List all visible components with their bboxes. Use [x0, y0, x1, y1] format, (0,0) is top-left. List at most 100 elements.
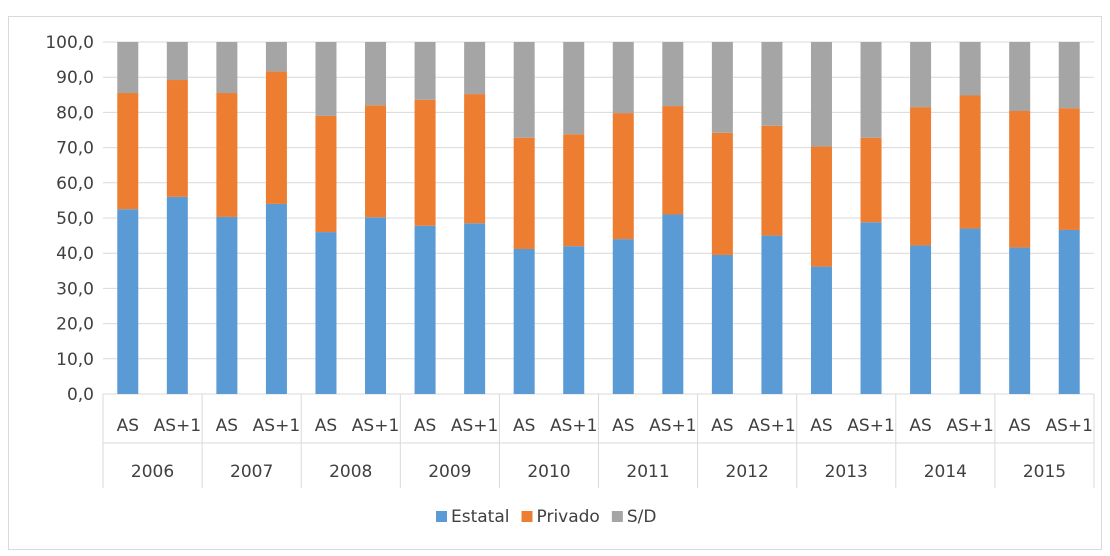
bar-segment-s-d [315, 42, 337, 116]
bar-segment-estatal [513, 248, 535, 394]
x-tick-label: AS+1 [352, 416, 399, 436]
y-tick-label: 90,0 [56, 68, 94, 88]
x-tick-label: AS+1 [154, 416, 201, 436]
x-tick-label: AS [1008, 416, 1030, 436]
x-tick-label: AS+1 [847, 416, 894, 436]
bar-segment-privado [365, 105, 387, 218]
bar-segment-estatal [166, 196, 188, 394]
bar-segment-privado [612, 113, 634, 240]
x-tick-label: AS [216, 416, 238, 436]
x-tick-label: AS [909, 416, 931, 436]
legend-swatch [436, 511, 447, 522]
x-tick-label: AS+1 [946, 416, 993, 436]
x-tick-label: AS+1 [451, 416, 498, 436]
bar-segment-privado [216, 93, 238, 217]
bar-segment-privado [1058, 108, 1080, 230]
bar-segment-estatal [761, 235, 783, 394]
legend-label: S/D [627, 507, 657, 527]
y-tick-label: 100,0 [45, 33, 94, 53]
legend-label: Privado [537, 507, 600, 527]
bar-segment-estatal [365, 217, 387, 394]
bar-segment-estatal [315, 232, 337, 394]
bar-segment-estatal [810, 266, 832, 394]
bar-segment-estatal [117, 209, 139, 394]
legend: Estatal Privado S/D [436, 507, 656, 527]
legend-swatch [521, 511, 533, 522]
bar-segment-estatal [414, 225, 436, 394]
bar-segment-s-d [265, 42, 287, 72]
bar-segment-privado [117, 93, 139, 210]
y-tick-label: 40,0 [56, 244, 94, 264]
x-tick-label: AS [711, 416, 733, 436]
bar-segment-privado [464, 94, 486, 224]
bar-segment-s-d [910, 42, 932, 108]
x-tick-label: AS+1 [550, 416, 597, 436]
bar-segment-privado [1009, 110, 1031, 248]
bar-segment-estatal [1009, 247, 1031, 394]
legend-swatch [611, 511, 623, 522]
x-group-label: 2006 [131, 462, 174, 482]
bar-segment-s-d [711, 42, 733, 133]
bar-segment-privado [166, 80, 188, 197]
bar-segment-s-d [166, 42, 188, 81]
x-tick-label: AS+1 [649, 416, 696, 436]
bar-segment-estatal [612, 239, 634, 394]
bar-segment-privado [959, 95, 981, 229]
bar-segment-s-d [612, 42, 634, 114]
x-group-label: 2013 [825, 462, 868, 482]
x-group-label: 2012 [726, 462, 769, 482]
bar-segment-s-d [563, 42, 585, 135]
bar-segment-s-d [860, 42, 882, 138]
x-tick-label: AS+1 [1045, 416, 1092, 436]
bar-segment-s-d [464, 42, 486, 95]
bar-segment-s-d [365, 42, 387, 106]
bar-segment-privado [761, 125, 783, 236]
bar-segment-privado [563, 134, 585, 247]
bar-segment-estatal [1058, 229, 1080, 394]
x-group-label: 2011 [626, 462, 669, 482]
bar-segment-s-d [810, 42, 832, 147]
legend-label: Estatal [451, 507, 510, 527]
bar-segment-privado [860, 137, 882, 223]
bar-segment-s-d [959, 42, 981, 96]
x-tick-label: AS [315, 416, 337, 436]
bar-segment-estatal [662, 214, 684, 394]
bar-segment-privado [414, 99, 436, 226]
y-tick-label: 30,0 [56, 279, 94, 299]
y-tick-label: 20,0 [56, 315, 94, 335]
bar-segment-estatal [563, 246, 585, 394]
bar-segment-s-d [1058, 42, 1080, 109]
bar-segment-estatal [959, 228, 981, 394]
bar-segment-privado [711, 132, 733, 255]
x-tick-label: AS [513, 416, 535, 436]
bar-segment-s-d [513, 42, 535, 138]
x-group-label: 2015 [1023, 462, 1066, 482]
bar-segment-s-d [662, 42, 684, 107]
y-tick-label: 50,0 [56, 209, 94, 229]
x-tick-label: AS [414, 416, 436, 436]
y-tick-label: 70,0 [56, 139, 94, 159]
bar-segment-s-d [1009, 42, 1031, 111]
bar-segment-estatal [711, 254, 733, 394]
bar-segment-s-d [117, 42, 139, 94]
x-tick-label: AS+1 [748, 416, 795, 436]
y-tick-label: 80,0 [56, 103, 94, 123]
y-axis: 0,0 10,0 20,0 30,0 40,0 50,0 60,0 70,0 80,0 90,0 1… [45, 33, 94, 405]
bar-segment-s-d [216, 42, 238, 94]
y-tick-label: 60,0 [56, 174, 94, 194]
y-tick-label: 0,0 [67, 385, 94, 405]
bar-segment-privado [662, 106, 684, 215]
x-tick-label: AS [810, 416, 832, 436]
x-tick-label: AS [612, 416, 634, 436]
bar-segment-s-d [761, 42, 783, 126]
x-group-label: 2014 [924, 462, 967, 482]
bar-segment-estatal [464, 223, 486, 394]
bar-segment-estatal [860, 222, 882, 394]
bar-segment-privado [513, 137, 535, 249]
bar-segment-privado [315, 115, 337, 233]
x-tick-label: AS+1 [253, 416, 300, 436]
x-tick-label: AS [117, 416, 139, 436]
bar-segment-estatal [216, 216, 238, 394]
bar-segment-privado [910, 107, 932, 246]
